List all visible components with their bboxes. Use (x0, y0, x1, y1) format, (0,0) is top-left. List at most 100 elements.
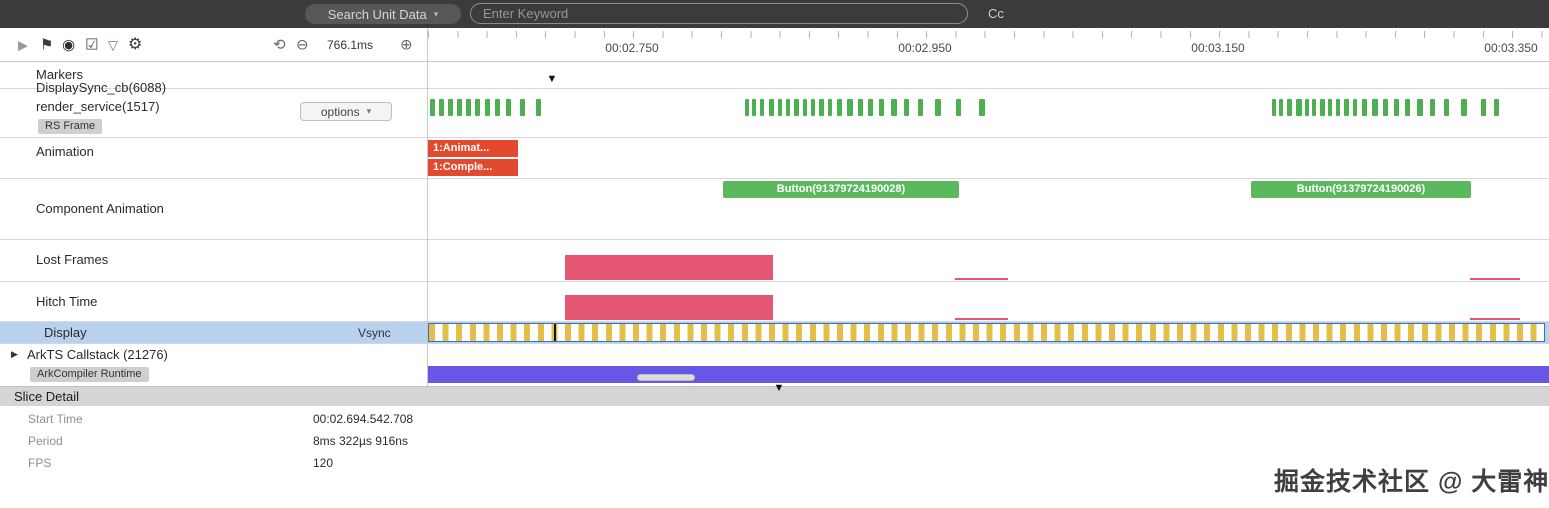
zoom-out-icon[interactable]: ⊖ (296, 36, 309, 53)
render-frame-tick[interactable] (979, 99, 985, 116)
render-frame-track[interactable] (428, 99, 1549, 117)
render-frame-tick[interactable] (819, 99, 824, 116)
render-frame-tick[interactable] (847, 99, 853, 116)
track-row-render-service[interactable]: render_service(1517) options ▾ RS Frame (0, 89, 1549, 138)
render-frame-tick[interactable] (1417, 99, 1423, 116)
frame-slice-line[interactable] (1470, 278, 1520, 280)
track-row-hitch-time[interactable]: Hitch Time (0, 282, 1549, 322)
track-row-animation[interactable]: Animation 1:Animat... 1:Comple... (0, 138, 1549, 179)
render-frame-tick[interactable] (918, 99, 923, 116)
render-frame-tick[interactable] (1279, 99, 1283, 116)
search-type-dropdown[interactable]: Search Unit Data ▾ (305, 4, 461, 24)
render-frame-tick[interactable] (1305, 99, 1309, 116)
frame-slice-bar[interactable] (565, 295, 773, 320)
timeline-ruler[interactable]: 00:02.750 00:02.950 00:03.150 00:03.350 (428, 28, 1549, 62)
filter-icon[interactable]: ▽ (108, 37, 118, 52)
horizontal-scrollbar-thumb[interactable] (637, 374, 695, 381)
render-frame-tick[interactable] (1444, 99, 1449, 116)
render-frame-tick[interactable] (448, 99, 453, 116)
render-frame-tick[interactable] (1430, 99, 1435, 116)
render-frame-tick[interactable] (811, 99, 815, 116)
reset-time-icon[interactable]: ⟲ (273, 36, 286, 53)
render-frame-tick[interactable] (1481, 99, 1486, 116)
checklist-icon[interactable]: ☑ (85, 36, 99, 53)
hitch-time-track[interactable] (428, 282, 1549, 321)
render-frame-tick[interactable] (786, 99, 790, 116)
animation-event-bar[interactable]: 1:Comple... (428, 159, 518, 176)
render-frame-tick[interactable] (1494, 99, 1499, 116)
render-frame-tick[interactable] (1336, 99, 1340, 116)
render-frame-tick[interactable] (457, 99, 462, 116)
render-frame-tick[interactable] (858, 99, 863, 116)
animation-track[interactable]: 1:Animat... 1:Comple... (428, 138, 1549, 178)
render-frame-tick[interactable] (794, 99, 799, 116)
component-animation-bar[interactable]: Button(91379724190028) (723, 181, 959, 198)
render-frame-tick[interactable] (769, 99, 774, 116)
render-frame-tick[interactable] (1312, 99, 1316, 116)
render-frame-tick[interactable] (1296, 99, 1302, 116)
render-frame-tick[interactable] (1320, 99, 1325, 116)
render-frame-tick[interactable] (935, 99, 941, 116)
options-button[interactable]: options ▾ (300, 102, 392, 121)
track-row-lost-frames[interactable]: Lost Frames (0, 240, 1549, 282)
expand-arrow-icon[interactable]: ▶ (11, 349, 18, 359)
track-row-arkts-callstack[interactable]: ▶ ArkTS Callstack (21276) ArkCompiler Ru… (0, 344, 1549, 386)
render-frame-tick[interactable] (828, 99, 832, 116)
render-frame-tick[interactable] (803, 99, 807, 116)
flag-icon[interactable]: ⚑ (40, 36, 54, 53)
render-frame-tick[interactable] (1272, 99, 1276, 116)
render-frame-tick[interactable] (439, 99, 444, 116)
track-row-markers[interactable]: Markers (0, 62, 1549, 89)
gear-icon[interactable]: ⚙ (128, 35, 143, 53)
animation-event-bar[interactable]: 1:Animat... (428, 140, 518, 157)
vsync-selected-marker[interactable] (554, 324, 556, 341)
render-frame-tick[interactable] (1405, 99, 1410, 116)
render-frame-tick[interactable] (868, 99, 873, 116)
render-frame-tick[interactable] (1394, 99, 1399, 116)
frame-slice-line[interactable] (1470, 318, 1520, 320)
component-animation-track[interactable]: Button(91379724190028) Button(91379724190… (428, 179, 1549, 239)
zoom-in-icon[interactable]: ⊕ (400, 36, 413, 53)
render-frame-tick[interactable] (1328, 99, 1332, 116)
vsync-track[interactable] (428, 323, 1545, 342)
render-frame-tick[interactable] (466, 99, 471, 116)
render-frame-tick[interactable] (520, 99, 525, 116)
render-frame-tick[interactable] (760, 99, 764, 116)
timeline-marker-icon[interactable]: ▼ (546, 73, 558, 85)
arkts-callstack-bar[interactable] (428, 366, 1549, 383)
render-frame-tick[interactable] (506, 99, 511, 116)
slice-detail-header[interactable]: Slice Detail (0, 386, 1549, 406)
render-frame-tick[interactable] (1362, 99, 1367, 116)
render-frame-tick[interactable] (475, 99, 480, 116)
render-frame-tick[interactable] (1353, 99, 1357, 116)
render-frame-tick[interactable] (745, 99, 749, 116)
render-frame-tick[interactable] (904, 99, 909, 116)
frame-slice-bar[interactable] (565, 255, 773, 280)
render-frame-tick[interactable] (495, 99, 500, 116)
render-frame-tick[interactable] (1461, 99, 1467, 116)
render-frame-tick[interactable] (879, 99, 884, 116)
track-row-component-animation[interactable]: Component Animation Button(9137972419002… (0, 179, 1549, 240)
render-frame-tick[interactable] (1372, 99, 1378, 116)
render-frame-tick[interactable] (956, 99, 961, 116)
render-frame-tick[interactable] (1287, 99, 1292, 116)
lost-frames-track[interactable] (428, 240, 1549, 281)
keyword-input[interactable] (470, 3, 968, 24)
collapse-panel-icon[interactable]: ▼ (773, 382, 785, 394)
play-icon[interactable]: ▶ (18, 37, 28, 52)
frame-slice-line[interactable] (955, 318, 1008, 320)
render-frame-tick[interactable] (837, 99, 842, 116)
render-frame-tick[interactable] (1383, 99, 1388, 116)
render-frame-tick[interactable] (485, 99, 490, 116)
render-frame-tick[interactable] (430, 99, 435, 116)
render-frame-tick[interactable] (1344, 99, 1349, 116)
render-frame-tick[interactable] (536, 99, 541, 116)
match-case-toggle[interactable]: Cc (988, 6, 1004, 21)
track-row-display[interactable]: Display Vsync (0, 322, 1549, 344)
render-frame-tick[interactable] (752, 99, 756, 116)
render-frame-tick[interactable] (778, 99, 782, 116)
frame-slice-line[interactable] (955, 278, 1008, 280)
render-frame-tick[interactable] (891, 99, 897, 116)
target-icon[interactable]: ◉ (62, 36, 76, 53)
component-animation-bar[interactable]: Button(91379724190026) (1251, 181, 1471, 198)
